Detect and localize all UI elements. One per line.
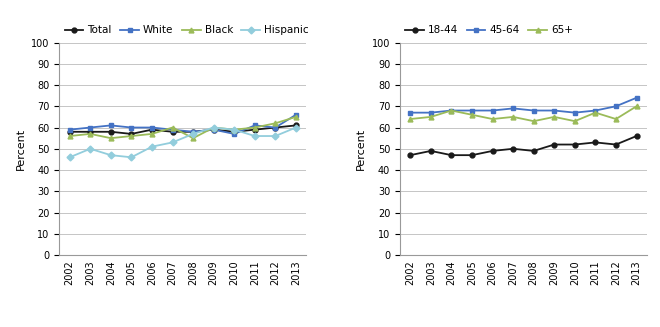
65+ (530, 119, 538, 123)
Total (107, 130, 115, 134)
White (271, 126, 279, 129)
Hispanic (292, 126, 300, 129)
White (230, 132, 238, 136)
White (107, 123, 115, 127)
18-44 (550, 143, 558, 146)
45-64 (407, 111, 414, 115)
65+ (468, 113, 476, 117)
White (292, 113, 300, 117)
Black (86, 132, 94, 136)
White (189, 130, 197, 134)
Black (251, 126, 259, 129)
White (168, 128, 176, 131)
Total (127, 132, 135, 136)
45-64 (571, 111, 579, 115)
Total (168, 130, 176, 134)
Hispanic (210, 126, 218, 129)
Hispanic (230, 128, 238, 131)
Black (148, 132, 156, 136)
45-64 (612, 104, 620, 108)
Hispanic (86, 147, 94, 151)
65+ (612, 117, 620, 121)
45-64 (488, 109, 496, 112)
Y-axis label: Percent: Percent (356, 128, 366, 170)
Total (271, 126, 279, 129)
Hispanic (168, 141, 176, 145)
White (210, 128, 218, 131)
18-44 (530, 149, 538, 153)
65+ (407, 117, 414, 121)
18-44 (447, 153, 455, 157)
18-44 (591, 141, 599, 145)
Line: Black: Black (67, 114, 298, 141)
White (66, 128, 74, 131)
45-64 (509, 107, 517, 111)
Black (168, 126, 176, 129)
Total (230, 130, 238, 134)
18-44 (509, 147, 517, 151)
Black (292, 115, 300, 119)
Total (292, 123, 300, 127)
Legend: 18-44, 45-64, 65+: 18-44, 45-64, 65+ (405, 25, 573, 35)
Legend: Total, White, Black, Hispanic: Total, White, Black, Hispanic (65, 25, 309, 35)
45-64 (632, 96, 640, 100)
65+ (591, 111, 599, 115)
45-64 (591, 109, 599, 112)
18-44 (468, 153, 476, 157)
65+ (427, 115, 435, 119)
Hispanic (66, 155, 74, 159)
Hispanic (107, 153, 115, 157)
Black (210, 126, 218, 129)
Hispanic (271, 134, 279, 138)
Total (189, 130, 197, 134)
Line: 18-44: 18-44 (408, 134, 639, 158)
45-64 (427, 111, 435, 115)
Black (189, 136, 197, 140)
45-64 (550, 109, 558, 112)
Line: 45-64: 45-64 (408, 95, 639, 115)
White (127, 126, 135, 129)
White (251, 123, 259, 127)
Total (86, 130, 94, 134)
Y-axis label: Percent: Percent (16, 128, 26, 170)
Total (251, 128, 259, 131)
18-44 (427, 149, 435, 153)
Total (66, 130, 74, 134)
18-44 (571, 143, 579, 146)
18-44 (632, 134, 640, 138)
Black (107, 136, 115, 140)
Black (127, 134, 135, 138)
Line: Total: Total (67, 123, 298, 136)
45-64 (447, 109, 455, 112)
Black (66, 134, 74, 138)
Hispanic (127, 155, 135, 159)
65+ (488, 117, 496, 121)
Hispanic (148, 145, 156, 148)
White (148, 126, 156, 129)
18-44 (612, 143, 620, 146)
65+ (571, 119, 579, 123)
Total (210, 128, 218, 131)
White (86, 126, 94, 129)
65+ (447, 109, 455, 112)
Black (230, 128, 238, 131)
Hispanic (189, 132, 197, 136)
Hispanic (251, 134, 259, 138)
18-44 (488, 149, 496, 153)
65+ (550, 115, 558, 119)
65+ (632, 104, 640, 108)
Line: Hispanic: Hispanic (67, 125, 298, 160)
45-64 (468, 109, 476, 112)
Line: 65+: 65+ (408, 104, 639, 124)
Line: White: White (67, 112, 298, 136)
18-44 (407, 153, 414, 157)
Total (148, 128, 156, 131)
45-64 (530, 109, 538, 112)
65+ (509, 115, 517, 119)
Black (271, 121, 279, 125)
